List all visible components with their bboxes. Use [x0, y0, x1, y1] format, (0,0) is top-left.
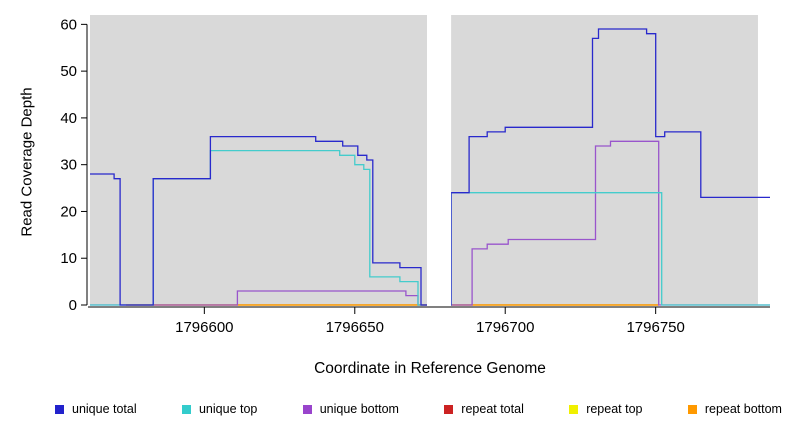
repeat-bottom-swatch-icon — [687, 404, 697, 414]
legend-item-unique-top: unique top — [181, 402, 258, 416]
x-tick-label: 1796650 — [326, 319, 384, 336]
legend-label: repeat top — [586, 402, 643, 416]
legend: unique total unique top unique bottom re… — [0, 402, 792, 416]
x-tick-label: 1796600 — [175, 319, 233, 336]
y-tick-label: 30 — [60, 157, 77, 174]
y-tick-label: 0 — [69, 297, 77, 314]
y-tick-label: 10 — [60, 250, 77, 267]
y-axis-title: Read Coverage Depth — [18, 87, 36, 237]
y-tick-label: 20 — [60, 203, 77, 220]
repeat-total-swatch-icon — [444, 404, 454, 414]
legend-item-repeat-top: repeat top — [569, 402, 642, 416]
y-tick-label: 50 — [60, 63, 77, 80]
repeat-top-swatch-icon — [569, 404, 579, 414]
unique-total-swatch-icon — [55, 404, 64, 414]
series-line-unique-total — [90, 28, 770, 306]
legend-label: repeat bottom — [704, 402, 782, 416]
legend-label: unique total — [72, 402, 137, 416]
unique-top-swatch-icon — [181, 404, 191, 414]
legend-item-unique-bottom: unique bottom — [302, 402, 399, 416]
legend-item-repeat-total: repeat total — [444, 402, 524, 416]
coverage-gap-band — [426, 14, 452, 307]
legend-label: unique bottom — [319, 402, 399, 416]
legend-label: repeat total — [461, 402, 524, 416]
legend-item-unique-total: unique total — [55, 402, 137, 416]
y-tick-label: 40 — [60, 110, 77, 127]
x-axis-title: Coordinate in Reference Genome — [314, 360, 546, 377]
plot-panel-1 — [451, 15, 758, 305]
legend-item-repeat-bottom: repeat bottom — [687, 402, 782, 416]
x-tick-label: 1796700 — [476, 319, 534, 336]
plot-panel-0 — [90, 15, 427, 305]
y-tick-label: 60 — [60, 16, 77, 33]
legend-label: unique top — [198, 402, 258, 416]
x-tick-label: 1796750 — [626, 319, 684, 336]
series-line-unique-bottom — [90, 140, 770, 306]
unique-bottom-swatch-icon — [302, 404, 312, 414]
